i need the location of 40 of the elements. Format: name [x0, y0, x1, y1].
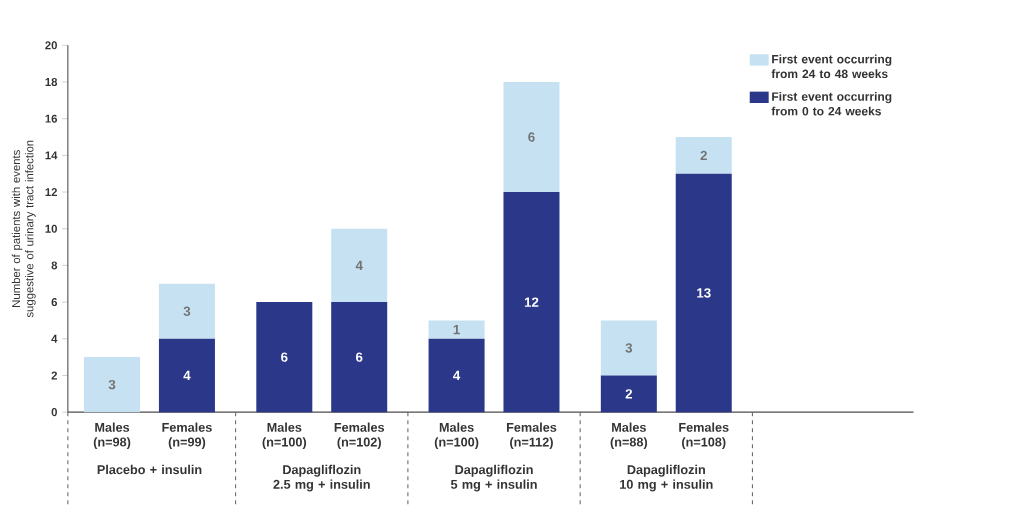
- text: Placebo + insulin: [97, 464, 202, 474]
- legend-label: First event occurring from 0 to 24 weeks: [771, 91, 892, 116]
- data-label: 4: [355, 260, 363, 270]
- data-label: 3: [183, 306, 191, 316]
- y-tick-label: 14: [45, 151, 58, 160]
- x-tick-label: Females (n=108): [679, 422, 729, 449]
- data-label: 3: [625, 342, 633, 353]
- legend-label: First event occurring from 24 to 48 weeks: [771, 54, 892, 78]
- x-tick-label: Females (n=112): [506, 422, 557, 449]
- y-tick-label: 6: [51, 297, 58, 306]
- y-tick-label: 2: [51, 371, 57, 380]
- data-label: 2: [625, 388, 633, 399]
- y-tick-label: 10: [45, 224, 57, 233]
- data-label: 4: [453, 370, 461, 380]
- data-label: 6: [528, 132, 535, 142]
- y-tick-label: 18: [45, 77, 58, 86]
- x-tick-label: Males (n=88): [610, 422, 648, 449]
- text: Dapagliflozin 2.5 mg + insulin: [273, 464, 370, 492]
- x-tick-label: Males (n=100): [434, 422, 479, 449]
- data-label: 13: [697, 287, 711, 298]
- x-tick-label: Males (n=98): [93, 422, 131, 449]
- y-axis-title: Number of patients with events suggestive of urinary tract infection: [11, 140, 36, 318]
- data-label: 1: [453, 324, 460, 334]
- text: Dapagliflozin 5 mg + insulin: [450, 464, 537, 492]
- y-tick-label: 20: [45, 41, 57, 50]
- y-tick-label: 16: [45, 114, 58, 123]
- text: Dapagliflozin 10 mg + insulin: [620, 464, 713, 492]
- data-label: 6: [281, 352, 288, 362]
- y-tick-label: 8: [51, 261, 58, 270]
- x-tick-label: Females (n=102): [334, 422, 385, 449]
- data-label: 4: [183, 370, 191, 380]
- data-label: 12: [524, 297, 539, 307]
- data-label: 2: [700, 150, 707, 160]
- x-tick-label: Males (n=100): [262, 422, 307, 449]
- y-tick-label: 12: [45, 187, 57, 196]
- data-label: 6: [355, 352, 363, 362]
- data-label: 3: [108, 379, 116, 390]
- y-tick-label: 4: [51, 334, 58, 343]
- x-tick-label: Females (n=99): [162, 422, 212, 449]
- y-tick-label: 0: [51, 407, 57, 416]
